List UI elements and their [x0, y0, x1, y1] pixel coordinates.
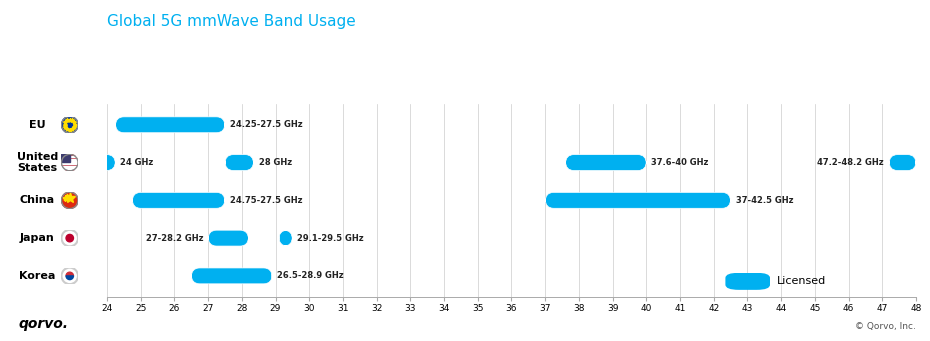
Bar: [61, 156, 78, 157]
Circle shape: [61, 268, 78, 284]
Circle shape: [61, 230, 78, 246]
FancyBboxPatch shape: [565, 154, 646, 170]
FancyBboxPatch shape: [132, 192, 225, 208]
Text: 24 GHz: 24 GHz: [120, 158, 153, 167]
FancyBboxPatch shape: [279, 230, 292, 246]
FancyBboxPatch shape: [115, 117, 225, 133]
Text: © Qorvo, Inc.: © Qorvo, Inc.: [856, 322, 916, 331]
Text: Japan: Japan: [20, 233, 55, 243]
Text: 37-42.5 GHz: 37-42.5 GHz: [736, 196, 793, 205]
Text: 28 GHz: 28 GHz: [259, 158, 292, 167]
Text: Global 5G mmWave Band Usage: Global 5G mmWave Band Usage: [107, 14, 355, 29]
Text: China: China: [20, 195, 55, 205]
Circle shape: [61, 154, 78, 171]
Circle shape: [61, 117, 78, 133]
FancyBboxPatch shape: [94, 154, 115, 170]
Text: 24.25-27.5 GHz: 24.25-27.5 GHz: [230, 120, 302, 129]
Text: Korea: Korea: [19, 271, 56, 281]
Text: United
States: United States: [17, 152, 58, 173]
Bar: [61, 168, 78, 169]
Text: 37.6-40 GHz: 37.6-40 GHz: [651, 158, 709, 167]
Text: EU: EU: [29, 120, 46, 130]
Text: 29.1-29.5 GHz: 29.1-29.5 GHz: [298, 234, 364, 242]
FancyBboxPatch shape: [192, 268, 272, 284]
FancyBboxPatch shape: [889, 154, 916, 170]
Bar: [61, 163, 78, 164]
Text: Frequency (GHz): Frequency (GHz): [457, 55, 566, 68]
Text: 47.2-48.2 GHz: 47.2-48.2 GHz: [817, 158, 884, 167]
Bar: [61, 161, 78, 162]
FancyBboxPatch shape: [725, 273, 770, 290]
Wedge shape: [66, 272, 73, 276]
Bar: [61, 165, 78, 167]
Circle shape: [61, 192, 78, 209]
Text: 27-28.2 GHz: 27-28.2 GHz: [145, 234, 203, 242]
Text: 24.75-27.5 GHz: 24.75-27.5 GHz: [230, 196, 302, 205]
FancyBboxPatch shape: [545, 192, 731, 208]
Text: qorvo.: qorvo.: [19, 317, 69, 331]
FancyBboxPatch shape: [225, 154, 254, 170]
Text: Licensed: Licensed: [777, 276, 826, 286]
Wedge shape: [66, 276, 73, 280]
Bar: [61, 154, 70, 162]
Text: 26.5-28.9 GHz: 26.5-28.9 GHz: [277, 271, 344, 280]
FancyBboxPatch shape: [208, 230, 248, 246]
Bar: [61, 159, 78, 160]
Circle shape: [66, 234, 73, 242]
